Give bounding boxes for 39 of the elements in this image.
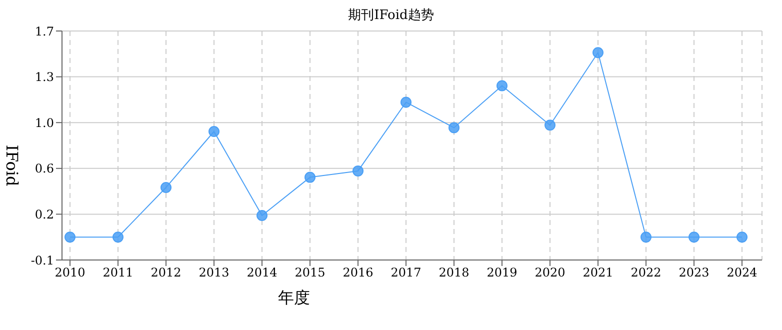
y-tick-label: 1.3 [34,70,54,84]
point [64,232,76,243]
y-tick-label: 1.7 [34,24,54,38]
point [544,120,556,131]
point [496,80,508,92]
x-tick-label: 2015 [294,266,326,280]
x-tick-label: 2010 [54,266,86,280]
point [592,47,604,58]
point [736,232,748,243]
x-tick-label: 2016 [342,266,374,280]
x-tick-label: 2022 [630,266,662,280]
x-axis-title: 年度 [278,288,310,309]
y-tick-label: -0.1 [30,253,54,268]
x-tick-label: 2020 [534,266,566,280]
point [304,172,316,183]
x-tick-label: 2013 [198,266,230,280]
y-tick-label: 1.0 [34,116,54,130]
x-tick-label: 2017 [390,266,422,280]
x-tick-label: 2024 [726,266,758,280]
point [448,122,460,134]
y-tick-label: 0.2 [34,207,54,222]
point [112,232,124,243]
point [400,96,412,108]
point [640,232,652,243]
point [256,210,268,221]
x-tick-label: 2012 [150,266,182,280]
point [208,126,220,138]
x-tick-label: 2018 [438,266,470,280]
point [352,165,364,176]
x-tick-label: 2019 [486,266,518,280]
x-tick-label: 2021 [582,266,614,280]
x-tick-label: 2023 [678,266,710,280]
y-axis-title: IFoid [2,144,22,186]
point [688,232,700,243]
point [160,182,172,193]
x-tick-label: 2014 [246,266,278,280]
x-tick-label: 2011 [102,266,134,280]
chart-title: 期刊IFoid趋势 [347,7,435,24]
y-tick-label: 0.6 [34,162,54,176]
